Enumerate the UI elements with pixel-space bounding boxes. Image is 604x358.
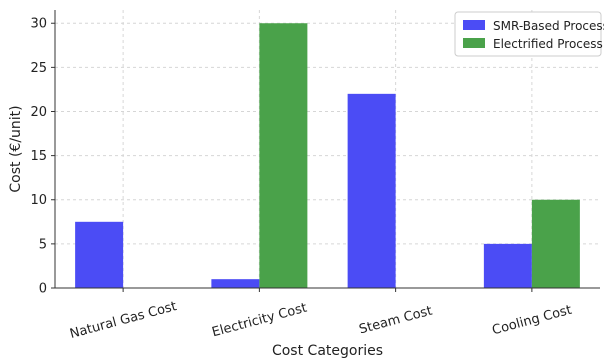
legend-label: Electrified Process [493, 37, 603, 51]
legend-swatch [463, 38, 485, 48]
y-axis-title: Cost (€/unit) [8, 105, 24, 192]
legend: SMR-Based Process Electrified Process [454, 11, 604, 57]
bars [75, 23, 580, 288]
x-tick-labels: Natural Gas Cost Electricity Cost Steam Co… [68, 288, 573, 342]
legend-swatch [463, 20, 485, 30]
y-tick-label: 20 [30, 105, 47, 120]
bar-smr-0 [75, 221, 124, 288]
x-tick-label: Electricity Cost [210, 301, 308, 341]
y-tick-label: 25 [30, 61, 47, 76]
y-tick-label: 10 [30, 193, 47, 208]
bar-electrified-3 [531, 199, 580, 288]
y-tick-label: 30 [30, 17, 47, 32]
x-axis-title: Cost Categories [272, 343, 383, 358]
bar-smr-1 [211, 279, 260, 288]
legend-box [454, 11, 602, 57]
x-tick-label: Cooling Cost [491, 303, 574, 339]
axes [54, 10, 600, 289]
bar-electrified-1 [259, 23, 308, 288]
bar-smr-2 [347, 93, 396, 288]
legend-label: SMR-Based Process [493, 19, 604, 33]
x-tick-label: Steam Cost [358, 304, 434, 338]
bar-smr-3 [483, 243, 532, 288]
y-tick-label: 0 [39, 282, 47, 297]
y-tick-labels: 0 5 10 15 20 25 30 [30, 17, 55, 297]
y-tick-label: 15 [30, 149, 47, 164]
x-tick-label: Natural Gas Cost [68, 299, 178, 342]
y-tick-label: 5 [39, 237, 47, 252]
